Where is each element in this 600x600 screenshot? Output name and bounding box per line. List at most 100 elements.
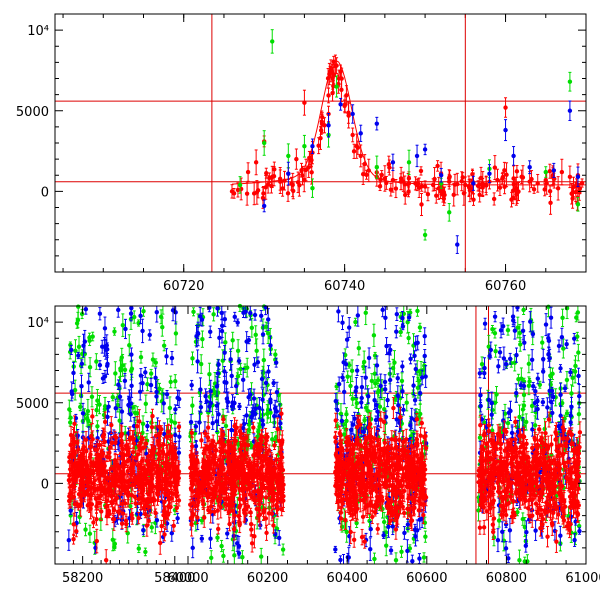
data-point [140,421,146,427]
data-point [173,455,179,460]
data-point [136,546,142,551]
data-point [336,76,342,81]
data-point [76,447,81,452]
data-point [68,432,74,438]
data-point [82,339,88,344]
data-point [362,161,367,167]
data-point [104,504,110,509]
data-point [75,433,80,438]
data-point [175,516,180,521]
data-point [94,359,99,364]
data-point [132,494,138,500]
data-point [95,398,100,403]
data-point [152,498,158,503]
data-point [133,501,139,506]
data-point [66,477,72,483]
data-point [382,176,388,181]
data-point [170,472,176,477]
data-point [282,178,287,183]
data-point [198,314,203,319]
data-point [73,348,78,354]
data-point [138,462,143,467]
data-point [154,517,160,523]
data-point [249,443,254,449]
data-point [244,191,250,196]
data-point [120,322,126,328]
y-tick-label: 5000 [16,105,49,120]
data-point [159,523,164,529]
data-point [74,474,80,480]
data-point [137,447,143,452]
x-tick-label: 60740 [324,279,365,294]
data-point [358,131,363,136]
data-point [299,167,304,173]
data-point [141,445,147,450]
data-point [219,543,224,549]
data-point [191,309,196,315]
data-point [193,339,199,345]
data-point [112,461,118,466]
data-point [542,187,547,192]
data-point [67,459,72,465]
data-point [95,487,100,492]
data-point [390,160,396,165]
data-point [109,422,114,428]
data-point [334,63,339,68]
data-point [102,419,108,425]
data-point [71,536,76,542]
data-point [215,429,220,435]
data-point [113,475,118,480]
data-point [110,394,115,400]
data-point [261,140,267,146]
data-point [309,170,314,175]
data-point [112,329,117,334]
data-point [354,144,359,149]
data-point [120,501,125,506]
data-point [402,192,408,198]
data-point [286,171,291,176]
data-point [138,389,143,394]
data-point [164,392,170,397]
data-point [414,182,420,188]
data-point [97,311,103,316]
data-point [174,494,179,499]
data-point [414,153,420,159]
data-point [548,200,553,205]
data-point [145,467,150,472]
data-point [87,531,93,536]
data-point [76,492,82,497]
data-point [138,355,144,360]
data-point [167,466,172,471]
data-point [69,347,74,353]
data-point [172,432,178,438]
data-point [74,501,80,507]
data-point [199,518,205,523]
data-point [75,317,81,323]
data-point [146,518,151,524]
data-point [447,210,452,215]
data-point [102,404,108,409]
data-point [460,175,465,180]
data-point [466,185,472,190]
data-point [147,332,152,338]
data-point [242,365,248,371]
data-point [272,167,277,172]
data-point [70,483,75,488]
data-point [422,147,428,152]
data-point [80,460,86,465]
data-point [148,382,154,388]
data-point [567,108,573,113]
data-point [471,197,476,202]
data-point [127,343,132,348]
data-point [145,382,150,387]
data-point [131,441,137,446]
data-point [168,490,174,496]
data-point [115,402,121,408]
data-point [92,447,98,452]
data-point [273,352,278,357]
data-point [207,372,212,377]
data-point [497,185,503,190]
data-point [98,493,103,498]
data-point [113,406,118,411]
data-point [229,189,235,194]
